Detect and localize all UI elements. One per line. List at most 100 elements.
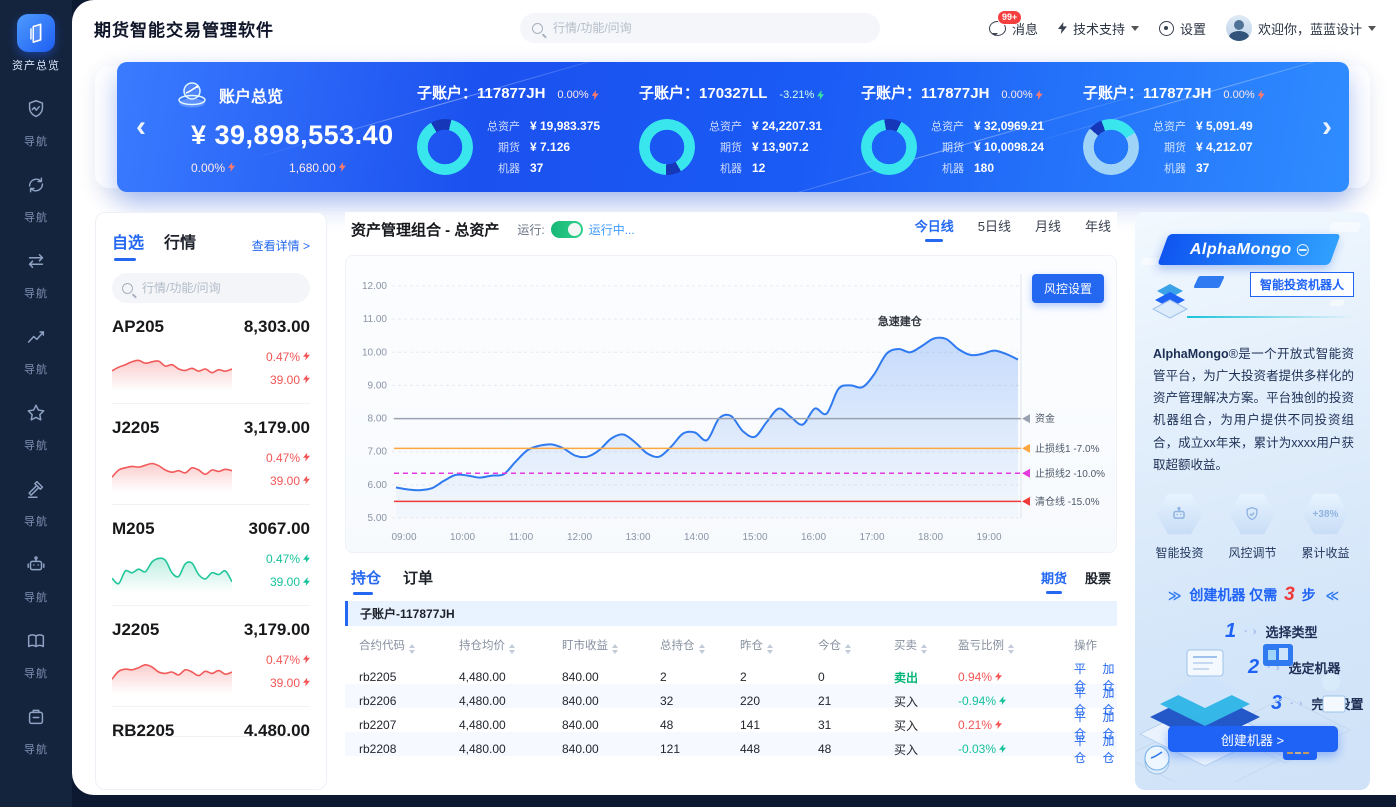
messages-button[interactable]: 99+ 消息	[988, 9, 1038, 38]
col-avg-price[interactable]: 持仓均价	[459, 637, 562, 654]
tab-stocks[interactable]: 股票	[1084, 571, 1111, 586]
settings-button[interactable]: 设置	[1158, 19, 1206, 38]
col-yesterday[interactable]: 昨仓	[740, 637, 818, 654]
svg-text:5.00: 5.00	[368, 513, 388, 524]
feature-label: 智能投资	[1155, 546, 1204, 560]
tab-year-line[interactable]: 年线	[1084, 219, 1111, 234]
tab-5day-line[interactable]: 5日线	[977, 219, 1011, 234]
dotted-arrow-icon: · ›	[1290, 697, 1304, 710]
banner-title: 账户总览	[219, 89, 284, 106]
user-menu[interactable]: 欢迎你，蓝蓝设计	[1225, 15, 1376, 41]
col-contract-code[interactable]: 合约代码	[359, 637, 459, 654]
quote-item[interactable]: J2205 3,179.00 0.47% 39.00	[112, 606, 310, 707]
sidebar-item-label: 资产总览	[12, 60, 60, 72]
sidebar-item-nav-6[interactable]: 导航	[17, 470, 55, 529]
sidebar-item-nav-1[interactable]: 导航	[17, 90, 55, 149]
brand-name: AlphaMongo	[1189, 240, 1292, 258]
close-position-link[interactable]: 平仓	[1074, 710, 1087, 741]
sidebar-item-nav-7[interactable]: 导航	[17, 546, 55, 605]
sidebar-item-nav-8[interactable]: 导航	[17, 622, 55, 681]
book-icon	[17, 622, 55, 660]
add-position-link[interactable]: 加仓	[1102, 686, 1115, 717]
quote-symbol: RB2205	[112, 721, 175, 737]
portfolio-section: 资产管理组合 - 总资产 运行: 运行中... 今日线 5日线 月线 年线 5.…	[345, 212, 1117, 790]
feature-smart-invest: 智能投资	[1155, 492, 1204, 561]
sidebar-item-label: 导航	[24, 136, 48, 148]
quote-item-partial[interactable]: RB2205 4,480.00	[112, 707, 310, 737]
sidebar-item-asset-overview[interactable]: 资产总览	[12, 14, 60, 73]
close-position-link[interactable]: 平仓	[1074, 686, 1087, 717]
add-position-link[interactable]: 加仓	[1102, 710, 1115, 741]
run-label: 运行:	[517, 222, 545, 237]
tab-month-line[interactable]: 月线	[1034, 219, 1061, 234]
close-position-link[interactable]: 平仓	[1074, 662, 1087, 693]
global-search[interactable]	[520, 13, 880, 43]
add-position-link[interactable]: 加仓	[1102, 662, 1115, 693]
add-position-link[interactable]: 加仓	[1102, 734, 1115, 765]
sidebar-item-label: 导航	[24, 592, 48, 604]
sidebar: 资产总览 导航 导航 导航 导航	[0, 0, 72, 807]
create-robot-button[interactable]: 创建机器 >	[1167, 726, 1338, 752]
col-total-position[interactable]: 总持仓	[660, 637, 740, 654]
col-mtm-pnl[interactable]: 盯市收益	[562, 637, 660, 654]
quote-price: 8,303.00	[243, 317, 310, 336]
decor-shape	[1328, 300, 1346, 306]
table-row: rb2207 4,480.00 840.00 48 141 31 买入 0.21% 平仓…	[345, 708, 1117, 741]
close-position-link[interactable]: 平仓	[1074, 734, 1087, 765]
col-today[interactable]: 今仓	[818, 637, 894, 654]
carousel-next-button[interactable]: ›	[1322, 110, 1332, 143]
watchlist-search[interactable]	[112, 273, 310, 303]
sidebar-item-nav-4[interactable]: 导航	[17, 318, 55, 377]
sidebar-item-nav-9[interactable]: 导航	[17, 698, 55, 757]
sidebar-item-label: 导航	[24, 744, 48, 756]
sort-icon	[698, 643, 705, 654]
run-status: 运行中...	[588, 222, 635, 237]
tab-futures[interactable]: 期货	[1041, 568, 1067, 594]
quote-symbol: AP205	[112, 317, 164, 336]
tab-today-line[interactable]: 今日线	[915, 216, 954, 242]
down-bolt-icon	[303, 554, 310, 563]
robot-icon	[1156, 493, 1203, 535]
svg-text:7.00: 7.00	[368, 447, 388, 458]
svg-text:16:00: 16:00	[801, 532, 826, 543]
subaccount-filter-bar[interactable]: 子账户-117877JH	[345, 601, 1117, 626]
sidebar-item-nav-5[interactable]: 导航	[17, 394, 55, 453]
search-input[interactable]	[551, 20, 868, 36]
view-details-link[interactable]: 查看详情 >	[251, 238, 310, 253]
carousel-prev-button[interactable]: ‹	[136, 110, 146, 143]
coin-icon	[178, 82, 206, 108]
watchlist-search-input[interactable]	[140, 280, 300, 296]
sidebar-item-nav-2[interactable]: 导航	[17, 166, 55, 225]
subaccount-cards: 子账户：117877JH 0.00% 总资产 ¥ 19,983.375 期货 ¥ 7…	[417, 76, 1305, 182]
sort-icon	[767, 643, 773, 654]
tab-orders[interactable]: 订单	[403, 570, 434, 587]
sidebar-item-label: 导航	[24, 668, 48, 680]
decor-shape	[1328, 222, 1362, 232]
quote-item[interactable]: M205 3067.00 0.47% 39.00	[112, 505, 310, 606]
divider	[1187, 316, 1354, 318]
quote-item[interactable]: J2205 3,179.00 0.47% 39.00	[112, 404, 310, 505]
run-toggle[interactable]	[550, 220, 583, 238]
sparkline-chart	[112, 462, 232, 492]
risk-settings-button[interactable]: 风控设置	[1031, 274, 1104, 303]
sidebar-item-nav-3[interactable]: 导航	[17, 242, 55, 301]
step-1: 1 · › 选择类型	[1225, 620, 1318, 642]
svg-text:19:00: 19:00	[976, 532, 1001, 543]
tab-watchlist[interactable]: 自选	[112, 229, 144, 261]
table-row: rb2208 4,480.00 840.00 121 448 48 买入 -0.03% …	[345, 732, 1117, 765]
tab-positions[interactable]: 持仓	[351, 567, 381, 595]
svg-text:清仓线 -15.0%: 清仓线 -15.0%	[1035, 495, 1100, 508]
support-menu[interactable]: 技术支持	[1057, 19, 1139, 38]
sidebar-item-label: 导航	[24, 288, 48, 300]
svg-text:6.00: 6.00	[368, 480, 388, 491]
quote-item[interactable]: AP205 8,303.00 0.47% 39.00	[112, 303, 310, 404]
dotted-arrow-icon: · ›	[1244, 625, 1258, 638]
col-pnl-ratio[interactable]: 盈亏比例	[958, 637, 1074, 654]
sidebar-item-label: 导航	[24, 364, 48, 376]
sparkline-chart	[112, 663, 232, 694]
tab-market[interactable]: 行情	[164, 235, 197, 252]
svg-text:12.00: 12.00	[362, 281, 387, 292]
svg-text:14:00: 14:00	[684, 532, 709, 543]
col-side[interactable]: 买卖	[894, 637, 958, 654]
